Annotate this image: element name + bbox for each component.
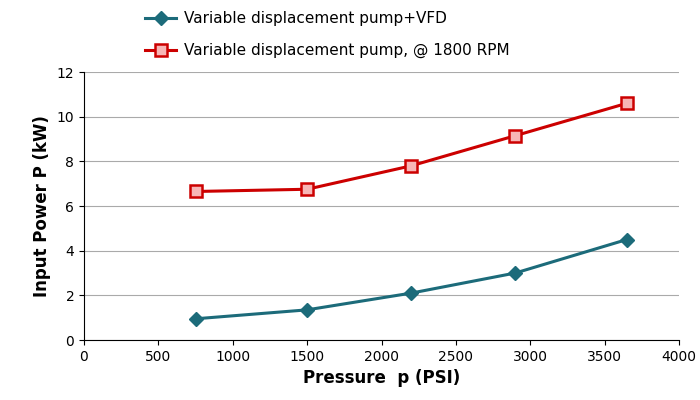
X-axis label: Pressure  p (PSI): Pressure p (PSI) xyxy=(303,369,460,387)
Y-axis label: Input Power P (kW): Input Power P (kW) xyxy=(33,115,51,297)
Legend: Variable displacement pump, @ 1800 RPM: Variable displacement pump, @ 1800 RPM xyxy=(139,37,515,64)
